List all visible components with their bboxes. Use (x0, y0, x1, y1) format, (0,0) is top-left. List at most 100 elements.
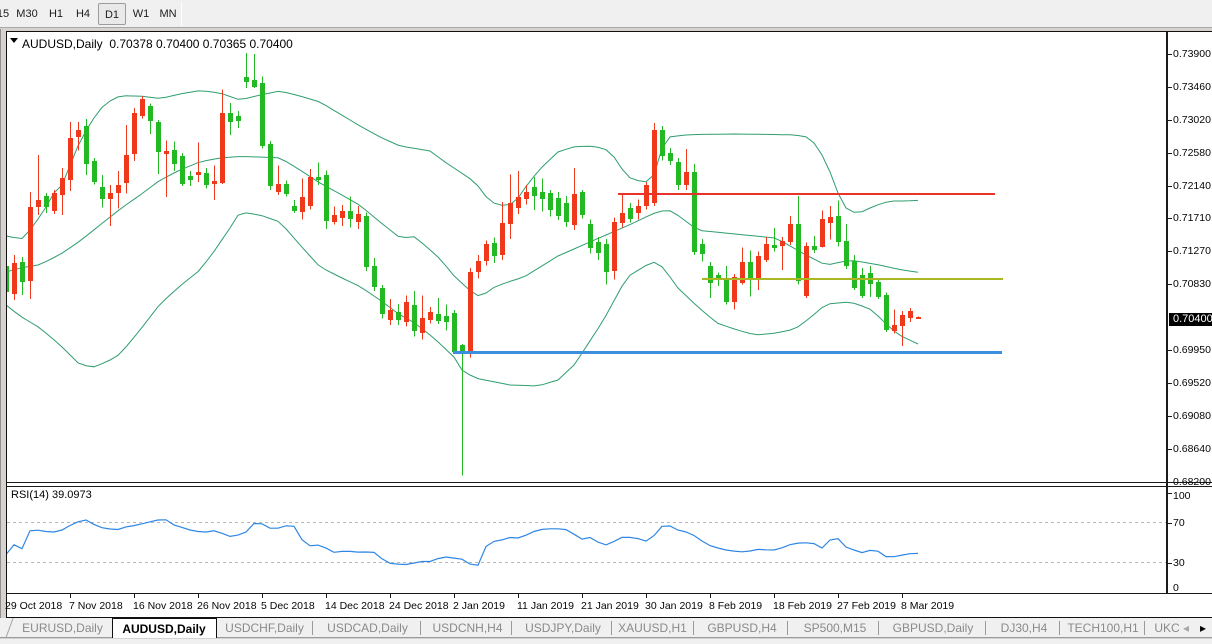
date-label: 29 Oct 2018 (5, 600, 63, 612)
tab-separator (877, 621, 879, 635)
tf-d1-button[interactable]: D1 (98, 3, 126, 25)
tab-tech100-h1[interactable]: TECH100,H1 (1067, 621, 1139, 635)
price-label: 0.72580 (1173, 146, 1211, 159)
bear-candle-bodies (7, 77, 889, 352)
tab-gbpusd-h4[interactable]: GBPUSD,H4 (707, 621, 777, 635)
date-tick (198, 594, 199, 598)
date-tick (70, 594, 71, 598)
candlestick-chart[interactable] (7, 32, 1166, 482)
date-axis[interactable]: 29 Oct 2018 7 Nov 2018 16 Nov 2018 26 Nov 2… (5, 594, 1212, 617)
price-tick (1168, 86, 1172, 88)
tab-usdchf-daily[interactable]: USDCHF,Daily (225, 621, 304, 635)
tab-separator (312, 621, 313, 635)
rsi-tick (1168, 592, 1172, 594)
price-tick (1168, 284, 1172, 286)
tab-eurusd-daily[interactable]: EURUSD,Daily (22, 621, 103, 635)
rsi-line (7, 519, 919, 566)
tab-usdcnh-h4[interactable]: USDCNH,H4 (432, 621, 503, 635)
date-tick (646, 594, 647, 598)
rsi-level-label: 30 (1173, 556, 1185, 569)
date-tick (134, 594, 135, 598)
date-tick (326, 594, 327, 598)
pane-splitter[interactable] (7, 482, 1212, 487)
rsi-pane-border (7, 593, 1212, 594)
tab-separator (786, 621, 788, 635)
date-tick (454, 594, 455, 598)
date-label: 14 Dec 2018 (325, 600, 385, 612)
date-label: 26 Nov 2018 (197, 600, 257, 612)
tab-dj30-h4[interactable]: DJ30,H4 (1000, 621, 1048, 635)
rsi-pane[interactable] (7, 487, 1166, 593)
date-tick (582, 594, 583, 598)
tabbar-lead-slant (5, 618, 14, 638)
tab-separator (693, 621, 695, 635)
rsi-level-label: 100 (1173, 489, 1191, 502)
rsi-tick (1168, 522, 1172, 524)
date-tick (390, 594, 391, 598)
bear-candle-wicks (7, 53, 887, 476)
current-price-badge: 0.70400 (1169, 313, 1212, 327)
chart-title: AUDUSD,Daily 0.70378 0.70400 0.70365 0.7… (22, 37, 293, 51)
price-tick (1168, 415, 1172, 417)
tab-separator (984, 621, 986, 635)
date-label: 16 Nov 2018 (133, 600, 193, 612)
tab-audusd-daily[interactable]: AUDUSD,Daily (111, 618, 217, 638)
chart-collapse-icon[interactable] (10, 38, 18, 43)
date-label: 7 Nov 2018 (69, 600, 123, 612)
mdi-client-edge (0, 29, 6, 618)
timeframe-toolbar: 15 M30 H1 H4 D1 W1 MN (0, 0, 1212, 28)
rsi-level-label: 0 (1173, 581, 1179, 594)
tf-mn-button[interactable]: MN (159, 8, 177, 20)
rsi-chart[interactable] (7, 487, 1166, 593)
date-label: 21 Jan 2019 (581, 600, 639, 612)
date-tick (518, 594, 519, 598)
price-tick (1168, 119, 1172, 121)
tf-w1-button[interactable]: W1 (132, 8, 150, 20)
tf-m15-button[interactable]: 15 (0, 8, 10, 20)
price-axis-border (1166, 32, 1168, 593)
date-tick (262, 594, 263, 598)
tab-separator (610, 621, 612, 635)
tf-h1-button[interactable]: H1 (48, 8, 64, 20)
price-chart-pane[interactable] (7, 32, 1166, 482)
date-label: 8 Mar 2019 (901, 600, 955, 612)
tabs-scroll-left-icon[interactable]: ◂ (1183, 621, 1190, 635)
date-label: 11 Jan 2019 (517, 600, 575, 612)
price-label: 0.69080 (1173, 409, 1211, 422)
date-label: 5 Dec 2018 (261, 600, 315, 612)
tab-separator (1058, 621, 1060, 635)
toolbar-separator (181, 2, 182, 26)
date-label: 30 Jan 2019 (645, 600, 703, 612)
date-label: 8 Feb 2019 (709, 600, 763, 612)
tab-separator (420, 621, 421, 635)
tf-h4-button[interactable]: H4 (75, 8, 91, 20)
tab-usdcad-daily[interactable]: USDCAD,Daily (327, 621, 408, 635)
price-tick (1168, 53, 1172, 55)
price-tick (1168, 152, 1172, 154)
price-label: 0.71270 (1173, 245, 1211, 258)
tab-xauusd-h1[interactable]: XAUUSD,H1 (618, 621, 687, 635)
tab-ukc[interactable]: UKC (1154, 621, 1180, 635)
price-label: 0.73900 (1173, 47, 1211, 60)
bull-candle-bodies (12, 99, 921, 352)
price-tick (1168, 350, 1172, 352)
rsi-level-label: 70 (1173, 516, 1185, 529)
tab-separator (511, 621, 512, 635)
date-label: 2 Jan 2019 (453, 600, 505, 612)
tab-sp500-m15[interactable]: SP500,M15 (803, 621, 867, 635)
price-tick (1168, 218, 1172, 220)
price-label: 0.69950 (1173, 344, 1211, 357)
rsi-tick (1168, 562, 1172, 564)
price-label: 0.68200 (1173, 476, 1211, 488)
tab-gbpusd-daily[interactable]: GBPUSD,Daily (892, 621, 974, 635)
price-tick (1168, 251, 1172, 253)
tf-m30-button[interactable]: M30 (16, 8, 38, 20)
tab-separator (1144, 621, 1146, 635)
tabs-scroll-right-icon[interactable]: ▸ (1200, 621, 1207, 635)
tab-usdjpy-daily[interactable]: USDJPY,Daily (525, 621, 601, 635)
date-tick (838, 594, 839, 598)
price-label: 0.68640 (1173, 442, 1211, 455)
status-strip (0, 639, 1212, 644)
price-tick (1168, 448, 1172, 450)
